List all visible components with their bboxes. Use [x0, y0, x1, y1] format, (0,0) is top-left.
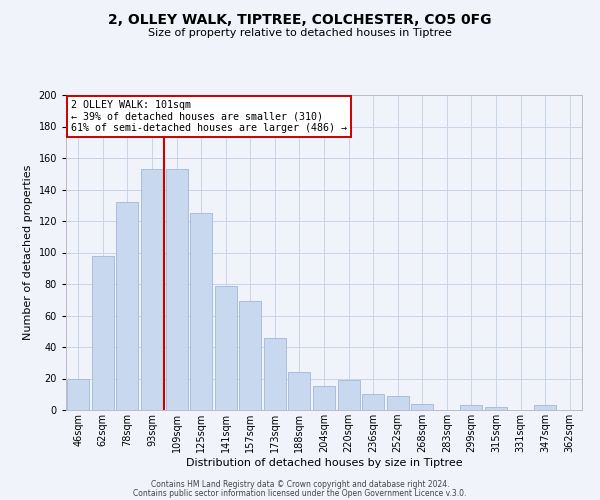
Bar	[264, 338, 286, 410]
Bar	[485, 407, 507, 410]
Bar	[289, 372, 310, 410]
Text: Contains HM Land Registry data © Crown copyright and database right 2024.: Contains HM Land Registry data © Crown c…	[151, 480, 449, 489]
Bar	[141, 169, 163, 410]
Bar	[534, 406, 556, 410]
Bar	[411, 404, 433, 410]
Bar	[92, 256, 114, 410]
Bar	[116, 202, 139, 410]
Text: 2 OLLEY WALK: 101sqm
← 39% of detached houses are smaller (310)
61% of semi-deta: 2 OLLEY WALK: 101sqm ← 39% of detached h…	[71, 100, 347, 133]
Bar	[166, 169, 188, 410]
Bar	[338, 380, 359, 410]
Text: 2, OLLEY WALK, TIPTREE, COLCHESTER, CO5 0FG: 2, OLLEY WALK, TIPTREE, COLCHESTER, CO5 …	[108, 12, 492, 26]
Text: Size of property relative to detached houses in Tiptree: Size of property relative to detached ho…	[148, 28, 452, 38]
Bar	[215, 286, 237, 410]
Bar	[362, 394, 384, 410]
Bar	[460, 406, 482, 410]
Y-axis label: Number of detached properties: Number of detached properties	[23, 165, 33, 340]
Bar	[239, 302, 262, 410]
Bar	[386, 396, 409, 410]
X-axis label: Distribution of detached houses by size in Tiptree: Distribution of detached houses by size …	[185, 458, 463, 468]
Bar	[67, 378, 89, 410]
Bar	[190, 213, 212, 410]
Bar	[313, 386, 335, 410]
Text: Contains public sector information licensed under the Open Government Licence v.: Contains public sector information licen…	[133, 488, 467, 498]
